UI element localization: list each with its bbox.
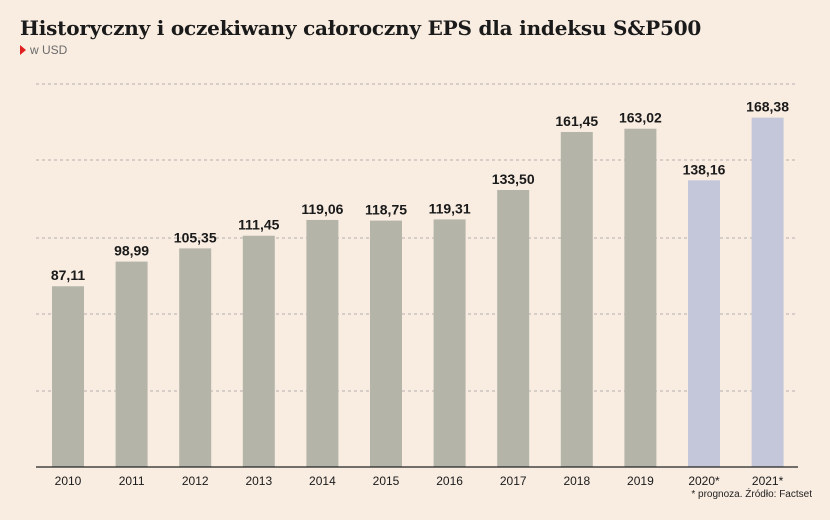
x-tick-label-2014: 2014 <box>309 474 336 488</box>
bar-2019 <box>624 128 657 467</box>
bar-2017 <box>497 189 530 468</box>
x-tick-label-2013: 2013 <box>245 474 272 488</box>
source-footnote: * prognoza. Źródło: Factset <box>691 489 812 500</box>
value-label-2017: 133,50 <box>492 171 535 187</box>
value-label-2014: 119,06 <box>301 201 343 217</box>
x-tick-label-2021*: 2021* <box>752 474 784 488</box>
value-label-2018: 161,45 <box>555 113 598 129</box>
red-triangle-icon <box>20 45 26 55</box>
value-label-2013: 111,45 <box>238 217 279 233</box>
x-tick-label-2011: 2011 <box>119 474 145 488</box>
x-tick-label-2010: 2010 <box>55 474 82 488</box>
value-label-2011: 98,99 <box>114 243 149 259</box>
value-label-2016: 119,31 <box>429 200 471 216</box>
value-label-2020*: 138,16 <box>683 161 726 177</box>
bar-2021* <box>751 117 784 467</box>
unit-label: w USD <box>30 43 68 57</box>
value-label-2021*: 168,38 <box>746 99 789 115</box>
value-label-2010: 87,11 <box>51 267 85 283</box>
x-tick-label-2015: 2015 <box>373 474 400 488</box>
x-tick-label-2012: 2012 <box>182 474 209 488</box>
bar-2020* <box>688 180 720 467</box>
value-label-2012: 105,35 <box>174 229 217 245</box>
bar-2010 <box>52 286 84 467</box>
bar-2011 <box>115 261 148 467</box>
x-tick-label-2018: 2018 <box>563 474 590 488</box>
bar-2012 <box>179 248 212 467</box>
x-tick-label-2020*: 2020* <box>688 474 720 488</box>
x-tick-label-2016: 2016 <box>436 474 463 488</box>
x-tick-label-2019: 2019 <box>627 474 654 488</box>
value-label-2015: 118,75 <box>365 202 407 218</box>
bar-2018 <box>560 131 593 467</box>
bar-2015 <box>370 220 402 467</box>
x-tick-label-2017: 2017 <box>500 474 527 488</box>
chart-title: Historyczny i oczekiwany całoroczny EPS … <box>20 16 702 40</box>
value-label-2019: 163,02 <box>619 110 662 126</box>
bar-2014 <box>306 219 339 467</box>
bar-2016 <box>433 219 466 467</box>
bar-2013 <box>242 235 275 467</box>
chart-subtitle: w USD <box>20 43 67 57</box>
